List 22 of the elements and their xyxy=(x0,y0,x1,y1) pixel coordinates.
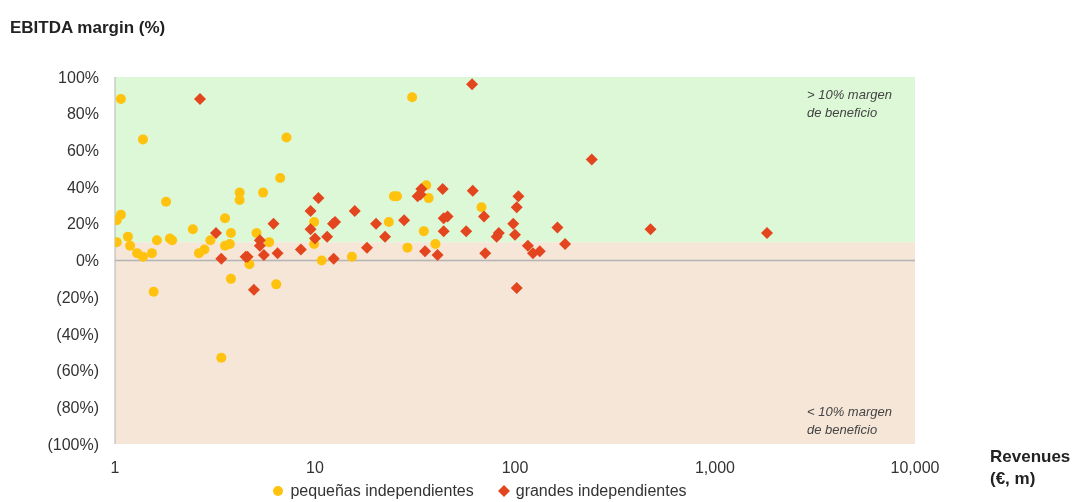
x-tick-label: 10 xyxy=(306,459,324,477)
y-tick-label: (80%) xyxy=(56,398,99,416)
band-label: < 10% margen de beneficio xyxy=(807,404,892,437)
legend-label: grandes independientes xyxy=(514,482,687,500)
y-tick-label: 0% xyxy=(75,252,99,270)
y-tick-label: (20%) xyxy=(56,288,99,306)
x-axis-title: Revenues (€, m) xyxy=(990,446,1072,490)
x-tick-label: 1,000 xyxy=(694,459,736,477)
y-tick-label: (100%) xyxy=(47,435,99,453)
band-label: > 10% margen de beneficio xyxy=(807,87,892,120)
y-axis-title: EBITDA margin (%) xyxy=(10,18,166,38)
x-tick-label: 10,000 xyxy=(890,459,940,477)
x-tick-label: 1 xyxy=(110,459,120,477)
y-tick-label: 40% xyxy=(66,178,99,196)
y-tick-label: (60%) xyxy=(56,362,99,380)
y-tick-label: 60% xyxy=(66,142,99,160)
y-tick-label: (40%) xyxy=(56,325,99,343)
y-tick-label: 20% xyxy=(66,215,99,233)
y-tick-label: 100% xyxy=(58,68,99,86)
y-tick-label: 80% xyxy=(66,105,99,123)
x-tick-label: 100 xyxy=(501,459,529,477)
legend-label: pequeñas independientes xyxy=(289,482,474,500)
